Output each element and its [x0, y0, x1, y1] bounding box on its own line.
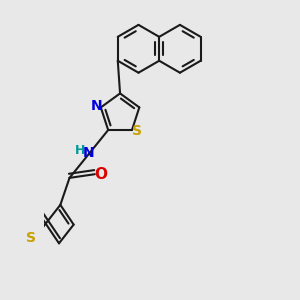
Text: N: N [90, 100, 102, 113]
Text: H: H [75, 144, 86, 157]
Text: S: S [26, 230, 36, 244]
Text: N: N [83, 146, 95, 160]
Text: S: S [133, 124, 142, 138]
Text: O: O [94, 167, 107, 182]
